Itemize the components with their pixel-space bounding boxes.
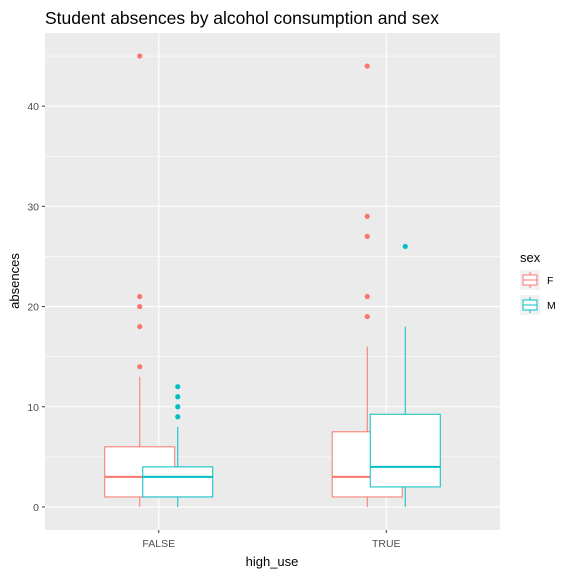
outlier-point xyxy=(364,213,370,219)
outlier-point xyxy=(364,233,370,240)
outlier-point xyxy=(137,303,143,310)
outlier-point xyxy=(137,53,143,59)
y-axis-title: absences xyxy=(7,253,22,309)
outlier-point xyxy=(175,384,181,390)
outlier-point xyxy=(137,323,143,330)
outlier-point xyxy=(175,394,181,400)
y-tick-label: 10 xyxy=(27,402,39,414)
legend: sex F M xyxy=(520,250,556,315)
y-axis: 0 10 20 30 40 xyxy=(27,101,45,514)
box-series xyxy=(104,53,441,507)
legend-key-F xyxy=(520,270,540,290)
legend-label-F: F xyxy=(547,275,553,287)
chart-title: Student absences by alcohol consumption … xyxy=(45,8,439,28)
outlier-point xyxy=(137,293,143,300)
legend-title: sex xyxy=(520,250,541,265)
outlier-point xyxy=(175,414,181,420)
x-tick-label: TRUE xyxy=(372,538,401,550)
box-body xyxy=(369,413,441,488)
x-tick-label: FALSE xyxy=(142,538,175,550)
outlier-point xyxy=(364,63,370,69)
outlier-point xyxy=(137,364,143,370)
y-tick-label: 40 xyxy=(27,101,39,113)
y-tick-label: 0 xyxy=(33,502,39,514)
box-body xyxy=(142,466,214,498)
outlier-point xyxy=(364,293,370,300)
box-M-FALSE xyxy=(142,384,214,507)
outlier-point xyxy=(364,313,370,320)
outlier-point xyxy=(402,243,408,250)
box-M-TRUE xyxy=(369,243,441,507)
x-axis-title: high_use xyxy=(246,554,299,569)
outlier-point xyxy=(175,404,181,410)
y-tick-label: 20 xyxy=(27,302,39,314)
y-tick-label: 30 xyxy=(27,201,39,213)
legend-label-M: M xyxy=(547,300,556,312)
x-axis: FALSE TRUE xyxy=(142,530,401,550)
legend-key-M xyxy=(520,295,540,315)
